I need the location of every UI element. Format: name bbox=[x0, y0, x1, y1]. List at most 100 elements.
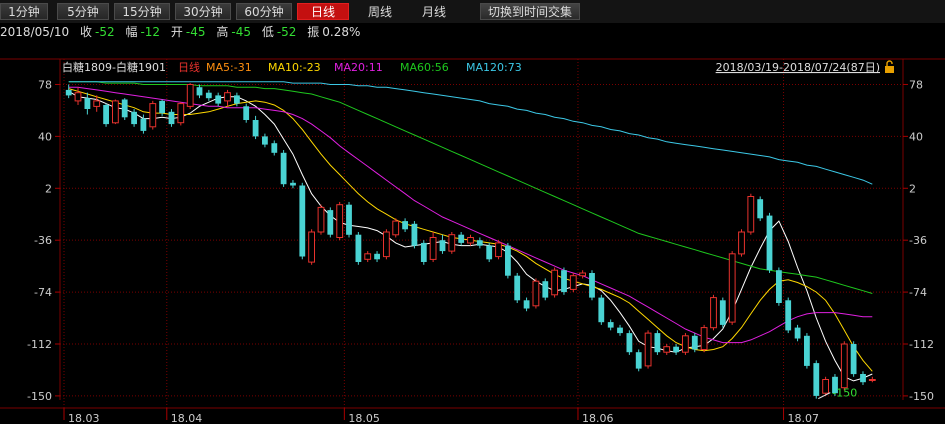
candle[interactable] bbox=[205, 89, 212, 101]
candle[interactable] bbox=[673, 343, 679, 355]
candle[interactable] bbox=[589, 270, 595, 301]
candle[interactable] bbox=[140, 114, 147, 134]
candle[interactable] bbox=[654, 330, 661, 355]
candle[interactable] bbox=[813, 360, 820, 399]
candle[interactable] bbox=[159, 99, 165, 116]
candle[interactable] bbox=[850, 341, 857, 377]
candle[interactable] bbox=[429, 231, 437, 263]
candle[interactable] bbox=[840, 341, 848, 391]
candle[interactable] bbox=[579, 270, 587, 279]
candle[interactable] bbox=[551, 267, 559, 298]
candle[interactable] bbox=[458, 231, 465, 246]
candle[interactable] bbox=[308, 229, 316, 265]
legend-date-range[interactable]: 2018/03/19-2018/07/24(87日) bbox=[716, 61, 880, 74]
candle[interactable] bbox=[476, 237, 483, 249]
candle[interactable] bbox=[262, 133, 268, 148]
candle[interactable] bbox=[486, 242, 493, 263]
candle[interactable] bbox=[569, 272, 577, 293]
candle[interactable] bbox=[776, 267, 782, 306]
candle[interactable] bbox=[467, 234, 474, 246]
candle[interactable] bbox=[495, 240, 502, 260]
candle[interactable] bbox=[663, 343, 671, 355]
candle[interactable] bbox=[635, 349, 642, 372]
tab-weekly[interactable]: 周线 bbox=[367, 5, 392, 19]
candle[interactable] bbox=[234, 92, 240, 107]
candle[interactable] bbox=[402, 218, 408, 232]
candle[interactable] bbox=[271, 140, 278, 156]
candle[interactable] bbox=[364, 251, 372, 263]
tab-30min[interactable]: 30分钟 bbox=[175, 3, 231, 20]
candle[interactable] bbox=[186, 83, 194, 110]
candle[interactable] bbox=[290, 180, 296, 189]
candle[interactable] bbox=[505, 242, 511, 279]
candle[interactable] bbox=[383, 229, 390, 260]
candle[interactable] bbox=[868, 376, 876, 383]
candle[interactable] bbox=[411, 221, 418, 249]
candle[interactable] bbox=[860, 371, 866, 385]
candle[interactable] bbox=[420, 240, 427, 265]
candle[interactable] bbox=[691, 333, 698, 353]
candle[interactable] bbox=[626, 330, 633, 355]
tab-15min[interactable]: 15分钟 bbox=[114, 3, 170, 20]
candle[interactable] bbox=[719, 297, 726, 328]
candle[interactable] bbox=[149, 100, 157, 130]
kline-chart[interactable]: 78 78 40 40 2 2 -36 -36 -74 -74 -112 -112 -150 -150 1… bbox=[0, 41, 945, 424]
candle[interactable] bbox=[131, 109, 137, 127]
candle[interactable] bbox=[728, 251, 736, 325]
candle[interactable] bbox=[561, 267, 567, 295]
lock-icon[interactable] bbox=[885, 60, 894, 73]
candle[interactable] bbox=[794, 324, 801, 342]
candle[interactable] bbox=[121, 98, 128, 120]
candle[interactable] bbox=[215, 92, 222, 107]
candle[interactable] bbox=[822, 376, 830, 396]
candle[interactable] bbox=[766, 212, 773, 273]
candle[interactable] bbox=[355, 231, 362, 265]
candle[interactable] bbox=[168, 109, 175, 127]
candle[interactable] bbox=[252, 115, 259, 140]
candle[interactable] bbox=[196, 84, 203, 99]
candle[interactable] bbox=[177, 102, 185, 126]
candle[interactable] bbox=[607, 319, 614, 331]
candle[interactable] bbox=[532, 278, 540, 309]
tab-1min[interactable]: 1分钟 bbox=[0, 3, 48, 20]
candle[interactable] bbox=[598, 294, 605, 325]
candle[interactable] bbox=[804, 333, 810, 369]
candle[interactable] bbox=[65, 84, 72, 99]
candle[interactable] bbox=[299, 182, 306, 260]
candle[interactable] bbox=[327, 207, 334, 238]
candle[interactable] bbox=[832, 374, 838, 396]
candle[interactable] bbox=[785, 297, 792, 334]
candles[interactable] bbox=[65, 83, 876, 400]
candle[interactable] bbox=[617, 324, 623, 336]
candle[interactable] bbox=[738, 229, 745, 257]
candle[interactable] bbox=[392, 218, 400, 238]
switch-time-intersection-button[interactable]: 切换到时间交集 bbox=[480, 3, 580, 20]
candle[interactable] bbox=[280, 150, 287, 187]
tab-monthly[interactable]: 月线 bbox=[421, 5, 446, 19]
candle[interactable] bbox=[93, 95, 101, 112]
candle[interactable] bbox=[439, 234, 446, 254]
candle[interactable] bbox=[448, 231, 456, 254]
tab-daily[interactable]: 日线 bbox=[297, 3, 349, 20]
tab-5min[interactable]: 5分钟 bbox=[57, 3, 109, 20]
candle[interactable] bbox=[542, 278, 549, 301]
candle[interactable] bbox=[644, 330, 652, 369]
candle[interactable] bbox=[374, 251, 380, 263]
candle[interactable] bbox=[112, 99, 119, 125]
candle[interactable] bbox=[346, 201, 352, 238]
candle[interactable] bbox=[682, 333, 689, 355]
candle[interactable] bbox=[700, 324, 708, 353]
candle[interactable] bbox=[243, 103, 250, 123]
candle[interactable] bbox=[224, 89, 231, 107]
candle[interactable] bbox=[710, 294, 717, 331]
candle[interactable] bbox=[103, 103, 109, 127]
candle[interactable] bbox=[514, 272, 521, 304]
candle[interactable] bbox=[317, 204, 325, 235]
candle[interactable] bbox=[84, 92, 91, 115]
tab-60min[interactable]: 60分钟 bbox=[236, 3, 292, 20]
candle[interactable] bbox=[74, 87, 82, 105]
candle[interactable] bbox=[757, 196, 764, 222]
candle[interactable] bbox=[523, 297, 530, 312]
candle[interactable] bbox=[336, 201, 344, 241]
candle[interactable] bbox=[747, 193, 755, 235]
